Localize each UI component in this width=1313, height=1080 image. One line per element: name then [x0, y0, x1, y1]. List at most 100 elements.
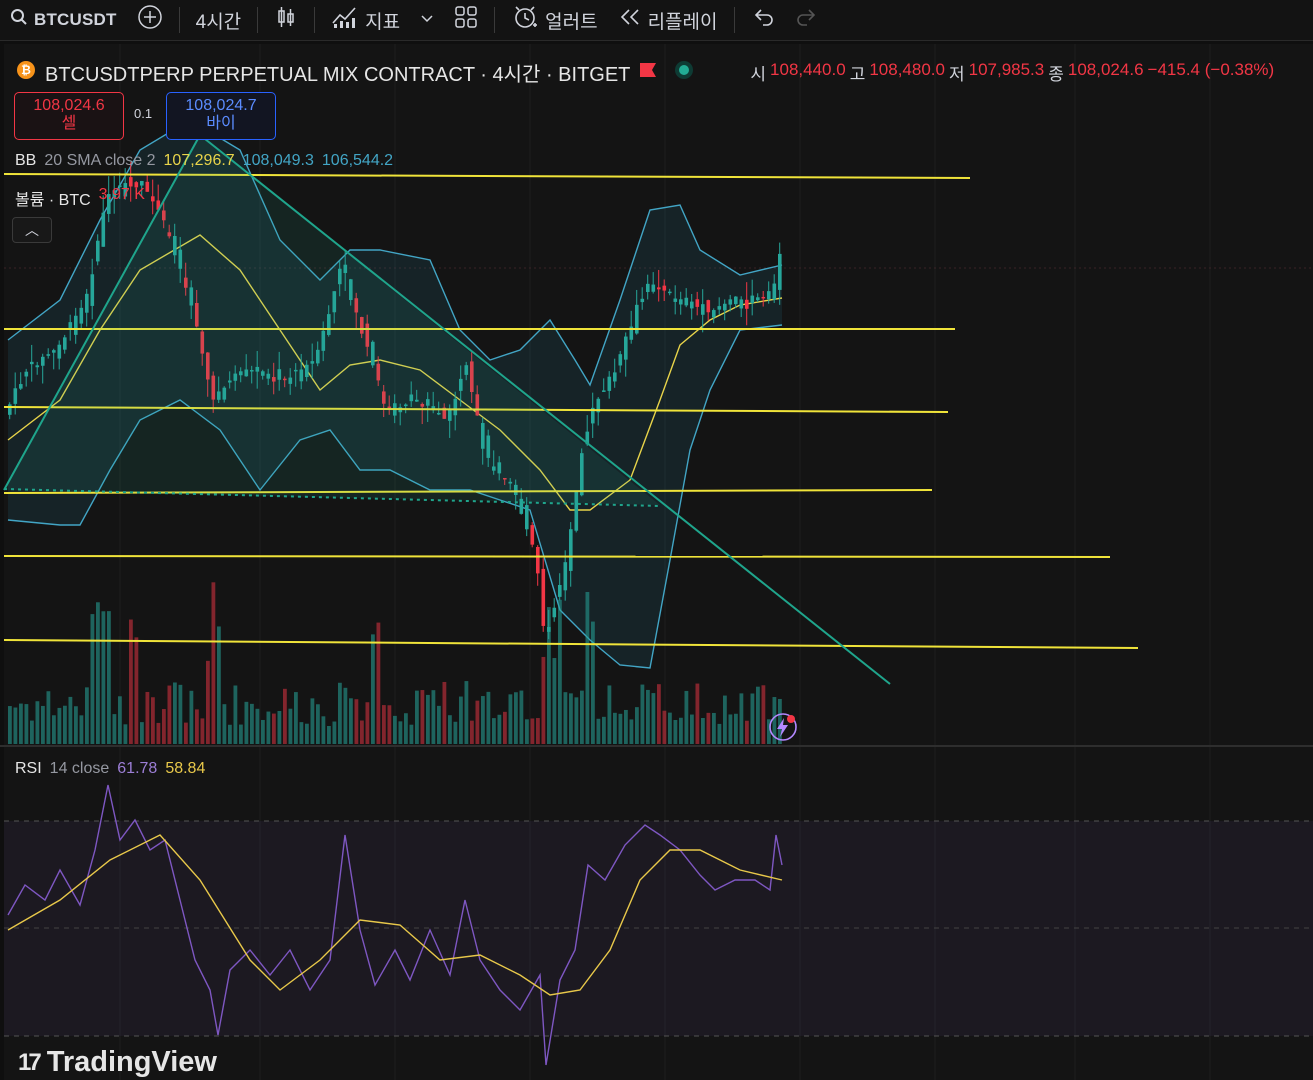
replay-label: 리플레이: [647, 11, 718, 33]
candle-body: [184, 277, 188, 288]
volume-bar: [723, 695, 727, 744]
candle-body: [250, 370, 254, 372]
candle-body: [635, 304, 639, 334]
buy-label: 바이: [206, 115, 236, 132]
horizontal-line: [3, 173, 971, 179]
volume-bar: [437, 705, 441, 744]
volume-bar: [492, 718, 496, 744]
candle-body: [591, 407, 595, 424]
bb-legend[interactable]: BB 20 SMA close 2 107,296.7 108,049.3 10…: [15, 152, 393, 170]
candle-body: [195, 302, 199, 327]
candle-body: [525, 505, 529, 530]
candle-body: [123, 183, 128, 197]
candle-body: [750, 295, 755, 304]
candle-body: [387, 406, 392, 409]
volume-bar: [255, 708, 260, 744]
volume-bar: [354, 699, 359, 744]
alert-button[interactable]: 얼러트: [501, 0, 607, 40]
volume-bar: [217, 626, 221, 744]
volume-bar: [41, 705, 45, 744]
candle-body: [365, 323, 370, 347]
candle-body: [41, 356, 45, 366]
candle-body: [371, 341, 375, 366]
candle-body: [233, 373, 238, 381]
candle-body: [107, 194, 111, 214]
interval-button[interactable]: 4시간: [186, 0, 252, 40]
sell-button[interactable]: 108,024.6 셀: [14, 92, 124, 140]
candle-body: [162, 210, 166, 221]
volume-bar: [107, 611, 111, 744]
layout-button[interactable]: [444, 0, 488, 40]
volume-bar: [459, 696, 463, 744]
candle-body: [85, 293, 89, 313]
candle-body: [178, 249, 183, 269]
rsi-params: 14 close: [49, 760, 110, 777]
volume-bar: [338, 682, 342, 744]
low-value: 107,985.3: [968, 60, 1045, 79]
candle-body: [569, 529, 573, 571]
replay-button[interactable]: 리플레이: [608, 0, 728, 40]
candle-body: [558, 585, 562, 597]
volume-bar: [569, 693, 573, 744]
toolbar-divider: [494, 7, 496, 33]
indicators-button[interactable]: 지표: [321, 0, 410, 40]
candle-body: [151, 196, 155, 202]
candle-body: [349, 279, 353, 301]
volume-bar: [184, 722, 188, 744]
chart-type-button[interactable]: [264, 0, 308, 40]
compare-button[interactable]: [127, 0, 173, 40]
candle-body: [327, 314, 331, 335]
volume-bar: [778, 698, 782, 744]
candle-body: [426, 399, 430, 406]
volume-bar: [283, 688, 287, 744]
candle-body: [90, 274, 95, 306]
tradingview-logo[interactable]: 17 TradingView: [18, 1046, 217, 1079]
redo-button[interactable]: [785, 0, 829, 40]
flag-icon[interactable]: [638, 61, 658, 85]
candle-body: [129, 177, 133, 187]
volume-bar: [387, 705, 392, 744]
volume-bar: [222, 704, 227, 744]
undo-button[interactable]: [741, 0, 785, 40]
rsi-legend[interactable]: RSI 14 close 61.78 58.84: [15, 760, 205, 778]
volume-bar: [514, 692, 518, 744]
collapse-legend-button[interactable]: ︿: [12, 217, 52, 243]
volume-bar: [250, 703, 254, 744]
volume-bar: [123, 724, 128, 744]
volume-legend[interactable]: 볼륨 · BTC 3.97 K: [15, 186, 145, 210]
volume-bar: [574, 697, 579, 744]
symbol-search[interactable]: BTCUSDT: [0, 0, 127, 40]
candle-body: [305, 364, 309, 377]
volume-bar: [211, 582, 216, 744]
volume-bar: [613, 712, 617, 744]
candle-body: [24, 371, 29, 377]
candle-body: [492, 466, 496, 471]
volume-bar: [272, 713, 276, 744]
candle-body: [112, 190, 117, 198]
lightning-icon[interactable]: [768, 712, 798, 747]
toolbar-divider: [178, 7, 180, 33]
candle-body: [706, 300, 711, 313]
buy-button[interactable]: 108,024.7 바이: [166, 92, 276, 140]
volume-bar: [90, 614, 95, 744]
candle-body: [684, 297, 689, 306]
volume-bar: [382, 705, 386, 744]
candle-body: [613, 372, 617, 382]
candle-body: [409, 394, 414, 402]
grid-icon: [454, 5, 478, 35]
chart-area[interactable]: [4, 44, 1313, 1080]
volume-bar: [486, 691, 491, 744]
volume-bar: [206, 660, 210, 744]
high-label: 고: [849, 65, 866, 84]
volume-bars: [8, 582, 782, 744]
templates-dropdown[interactable]: [410, 0, 444, 40]
candle-body: [470, 361, 474, 393]
volume-bar: [558, 599, 562, 744]
trend-line-up: [3, 134, 201, 491]
volume-bar: [761, 685, 766, 744]
volume-bar: [530, 718, 535, 744]
volume-bar: [629, 719, 634, 744]
drawing-lines: [3, 134, 1139, 685]
volume-bar: [13, 707, 18, 744]
